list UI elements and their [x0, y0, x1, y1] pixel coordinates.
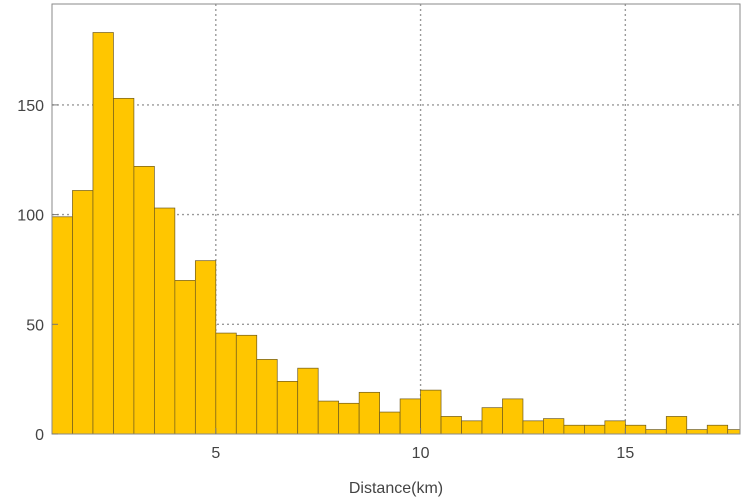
histogram-bar [194, 260, 217, 435]
histogram-bar [706, 424, 729, 435]
x-tick-label: 10 [412, 445, 430, 462]
histogram-bar [502, 398, 524, 435]
histogram-bar [645, 429, 667, 435]
histogram-bar [72, 190, 94, 435]
histogram-bar [624, 424, 647, 435]
histogram-bar [215, 332, 237, 435]
histogram-bar [358, 391, 380, 435]
histogram-bar [440, 416, 462, 435]
histogram-bar [317, 400, 340, 435]
x-tick-label: 15 [616, 445, 634, 462]
histogram-bar [51, 216, 73, 435]
plot-frame [51, 3, 741, 435]
histogram-bar [256, 359, 278, 435]
x-axis-label: Distance(km) [349, 480, 443, 497]
y-tick-label: 50 [26, 317, 44, 334]
histogram-bar [727, 429, 741, 435]
bars-layer [51, 32, 741, 435]
x-tick-label: 5 [211, 445, 220, 462]
histogram-bar [481, 407, 503, 435]
histogram-bar [297, 367, 319, 435]
histogram-bar [604, 420, 626, 435]
histogram-bar [665, 416, 688, 435]
histogram-bar [276, 380, 299, 435]
histogram-bar [399, 398, 421, 435]
histogram-bar [133, 165, 155, 435]
histogram-bar [461, 420, 483, 435]
histogram-bar [92, 32, 114, 435]
histogram-bar [420, 389, 442, 435]
histogram-bar [584, 424, 606, 435]
histogram-bar [235, 334, 258, 435]
y-tick-label: 150 [17, 98, 44, 115]
grid-layer [52, 4, 740, 434]
histogram-bar [379, 411, 401, 435]
histogram-bar [338, 402, 360, 435]
y-tick-label: 100 [17, 208, 44, 225]
histogram-bar [113, 97, 135, 435]
histogram-bar [522, 420, 544, 435]
y-tick-label: 0 [35, 427, 44, 444]
histogram-bar [154, 207, 176, 435]
histogram-bar [174, 280, 196, 435]
histogram-bar [543, 418, 565, 435]
histogram-bar [686, 429, 708, 435]
histogram-bar [563, 424, 585, 435]
